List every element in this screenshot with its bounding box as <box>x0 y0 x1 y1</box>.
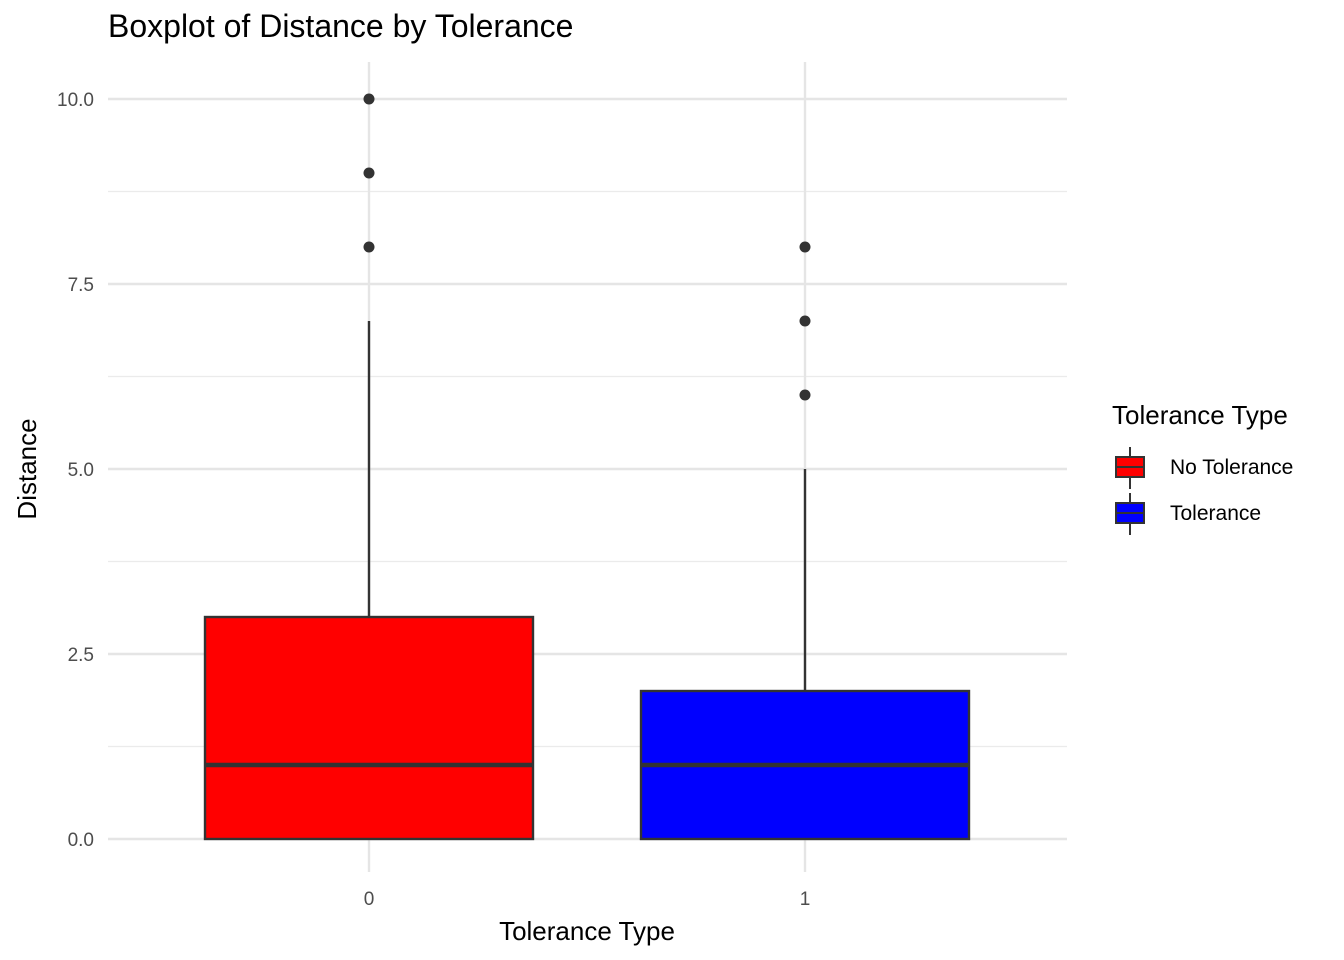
legend-label-tolerance: Tolerance <box>1170 502 1262 525</box>
x-tick-label: 0 <box>364 889 375 910</box>
legend-item-no-tolerance: No Tolerance <box>1112 445 1293 491</box>
legend-item-tolerance: Tolerance <box>1112 491 1293 537</box>
legend: Tolerance Type No Tolerance Tolerance <box>1112 400 1293 537</box>
outlier-point <box>799 241 811 253</box>
y-tick-label: 10.0 <box>57 90 94 111</box>
outlier-point <box>363 241 375 253</box>
legend-key-tolerance <box>1112 491 1148 537</box>
outlier-point <box>799 389 811 401</box>
chart-title: Boxplot of Distance by Tolerance <box>108 8 574 44</box>
iqr-box <box>203 615 535 841</box>
outlier-point <box>799 315 811 327</box>
y-tick-label: 7.5 <box>68 275 94 296</box>
box-tolerance <box>639 241 971 841</box>
legend-key-no-tolerance <box>1112 445 1148 491</box>
y-tick-label: 2.5 <box>68 645 94 666</box>
x-tick-label: 1 <box>800 889 811 910</box>
legend-title: Tolerance Type <box>1112 400 1288 430</box>
box-no-tolerance <box>203 93 535 841</box>
tick-layer: 0.0 2.5 5.0 7.5 10.0 0 1 <box>57 90 810 910</box>
y-tick-label: 5.0 <box>68 460 94 481</box>
outlier-point <box>363 167 375 179</box>
y-axis-title: Distance <box>12 418 42 519</box>
legend-label-no-tolerance: No Tolerance <box>1170 456 1294 479</box>
box-layer <box>203 93 971 841</box>
outlier-point <box>363 93 375 105</box>
y-tick-label: 0.0 <box>68 830 94 851</box>
x-axis-title: Tolerance Type <box>499 916 675 946</box>
